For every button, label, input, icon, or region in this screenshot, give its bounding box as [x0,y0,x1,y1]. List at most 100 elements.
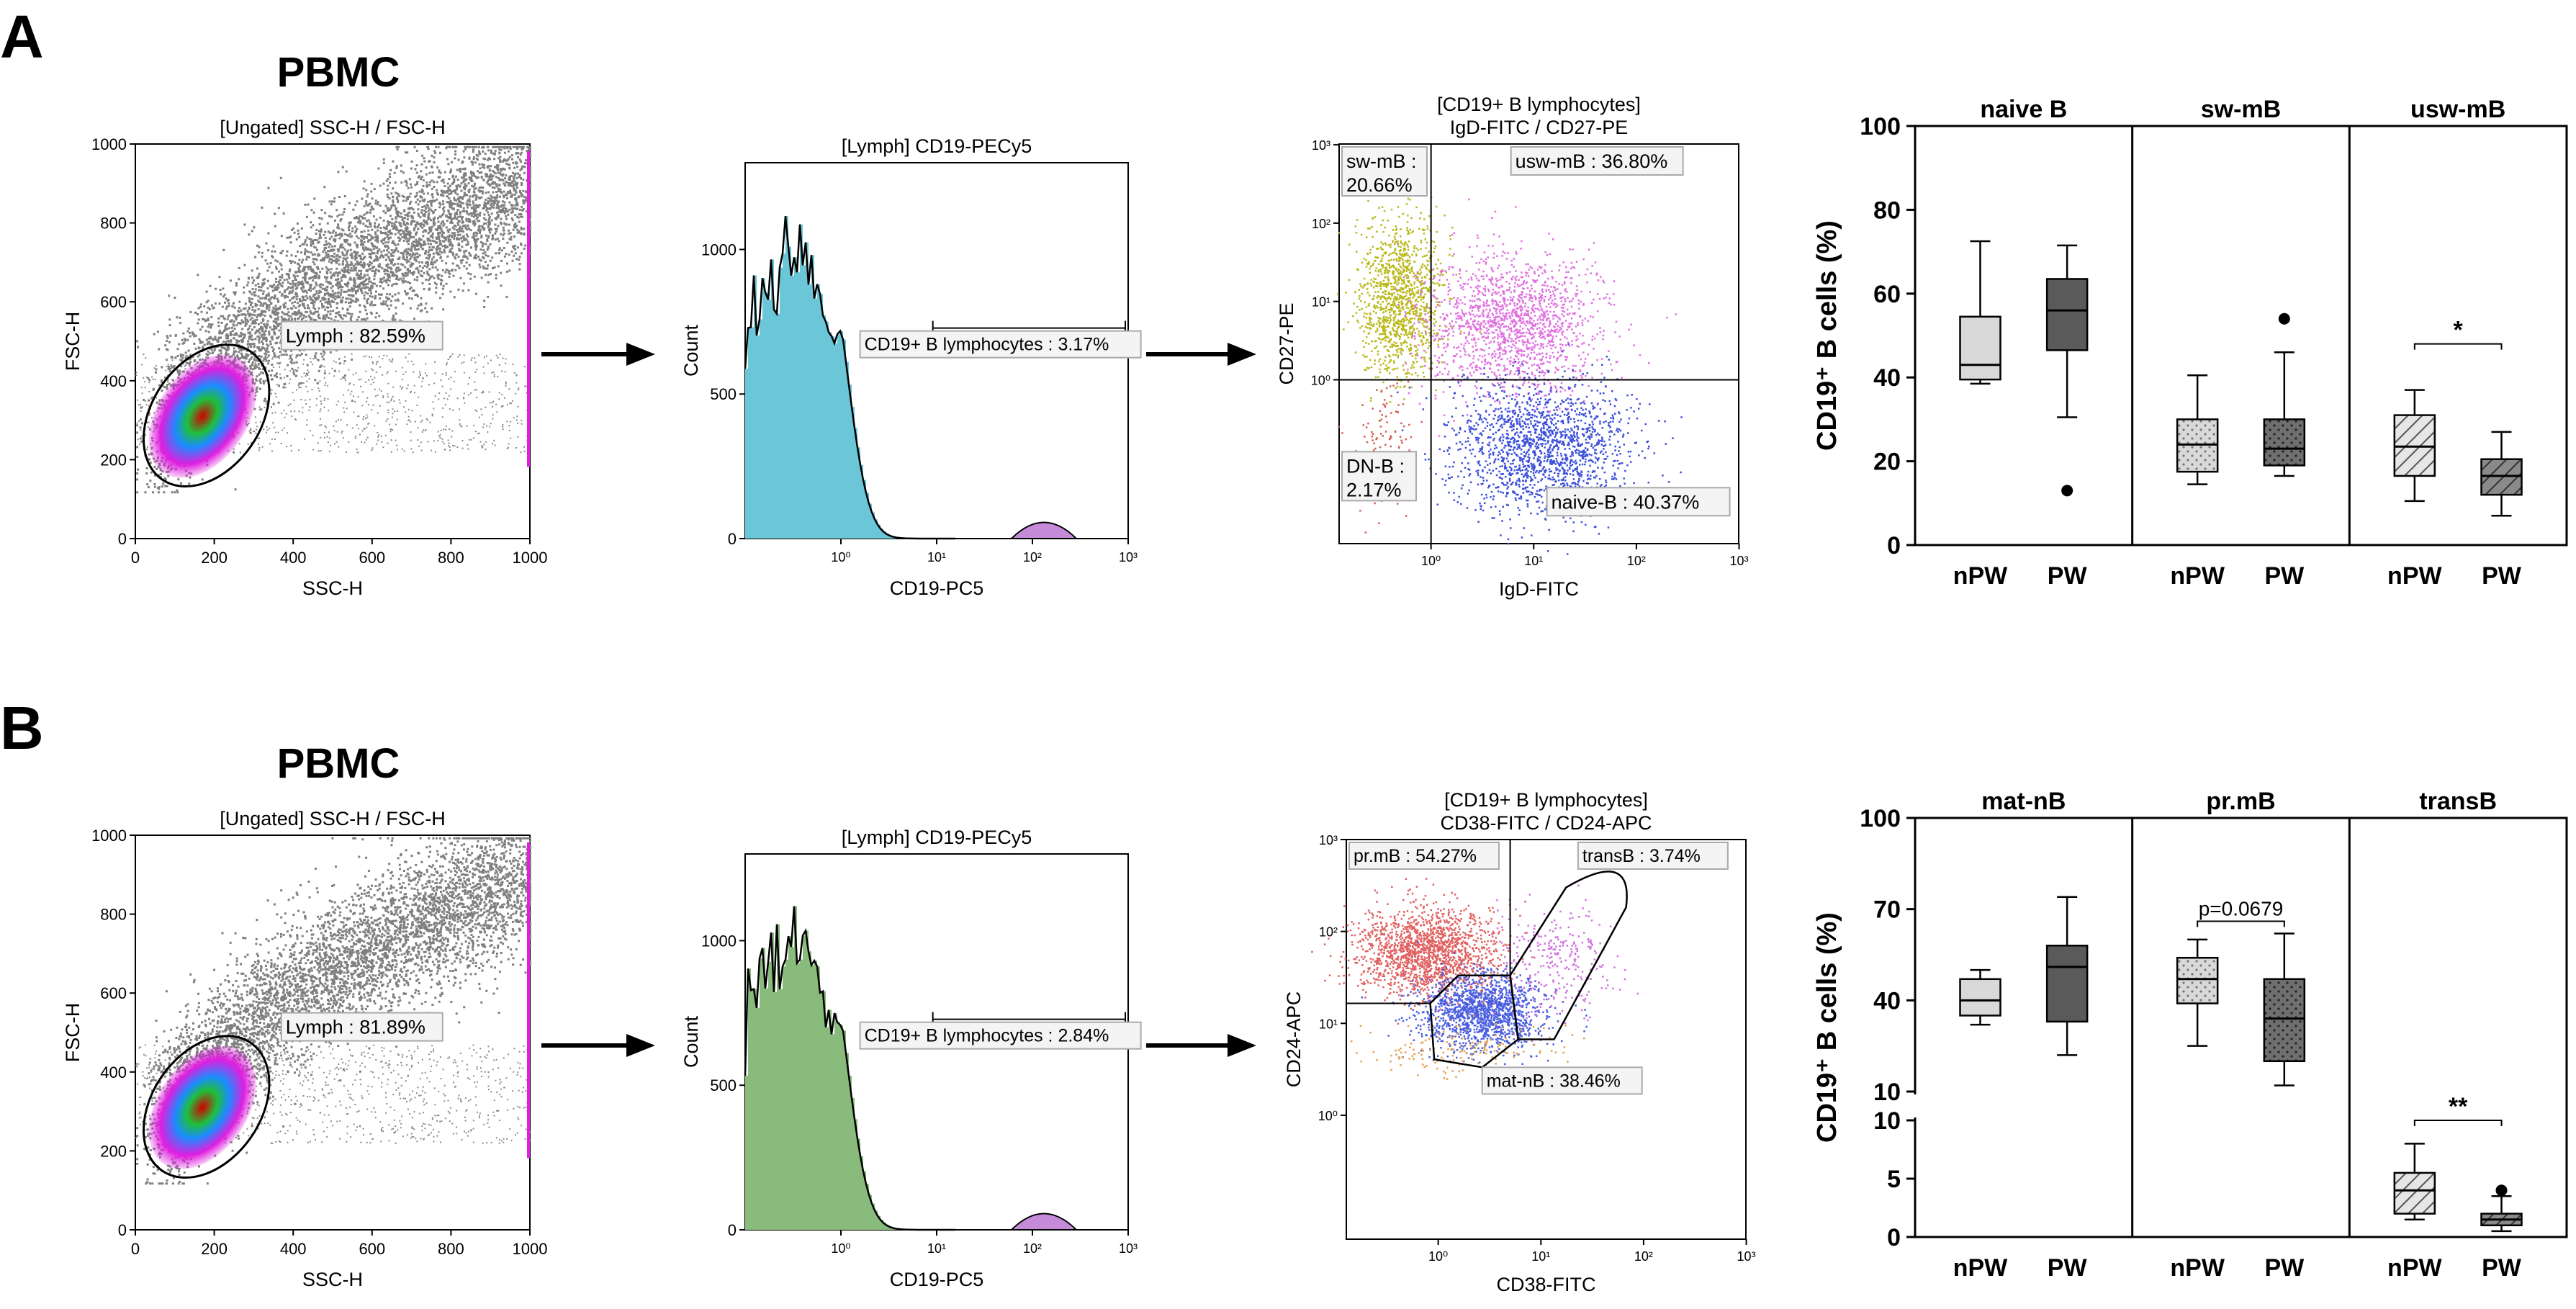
x-tick-label: 10² [1023,550,1042,564]
x-tick-label: 10⁰ [1421,554,1441,568]
box-npw [1959,240,2001,385]
cd38-cd24-gate-plot: [CD19+ B lymphocytes]CD38-FITC / CD24-AP… [1283,789,1756,1295]
facet-title: naive B [1980,96,2067,123]
histogram-title: [Lymph] CD19-PECy5 [842,827,1032,848]
group-label: nPW [2170,562,2225,590]
edge-events [527,151,530,467]
histogram-outline [744,215,955,540]
lymph-gate-label-frame [280,320,443,351]
y-tick-label: 800 [100,215,127,233]
x-tick-label: 10⁰ [1428,1249,1448,1264]
box-npw [2393,389,2436,503]
y-tick-label: 600 [100,293,127,311]
group-label: PW [2264,562,2305,590]
x-tick-label: 10³ [1737,1249,1756,1264]
iqr-box [2263,418,2306,467]
cd19-gate-label: CD19+ B lymphocytes : 2.84% [859,1021,1142,1050]
y-tick-label: 1000 [701,932,737,950]
gate-sw-mb: sw-mB :20.66% [1341,146,1428,197]
x-axis-label: IgD-FITC [1499,578,1579,600]
y-axis-label: Count [680,324,702,377]
box-npw [1959,968,2001,1026]
x-tick-label: 1000 [513,1240,548,1258]
gate-trans-b-frame [1577,842,1729,870]
y-tick-label: 200 [100,1142,127,1160]
iqr-box [2393,1171,2436,1215]
y-axis-label: FSC-H [62,312,84,372]
lymph-gate-label: Lymph : 81.89% [280,1012,443,1042]
scatter-sparse-events [135,1044,531,1144]
iqr-box [2045,278,2089,351]
boxplot-panel: mat-nB nPW PW pr.mB nPW PW p=0.0679 transB nPW PW… [1812,788,2568,1282]
y-axis-label: CD27-PE [1276,302,1297,384]
y-tick-label: 100 [1860,113,1901,140]
facet-title: sw-mB [2201,96,2281,123]
x-tick-label: 600 [359,549,385,567]
boxplot-y-label: CD19⁺ B cells (%) [1812,220,1842,451]
histogram-overlay [745,906,958,1230]
y-tick-label: 10 [1873,1079,1901,1106]
igd-cd27-quadrant-plot: [CD19+ B lymphocytes]IgD-FITC / CD27-PE s… [1276,94,1749,600]
x-tick-label: 800 [438,1240,464,1258]
quadrant-title: [CD19+ B lymphocytes] [1444,789,1648,811]
y-tick-label: 40 [1873,987,1901,1015]
x-tick-label: 200 [201,549,228,567]
x-tick-label: 10¹ [927,550,946,564]
outlier-point [2278,312,2290,325]
gate-dn-b-frame [1341,451,1417,502]
x-axis-label: SSC-H [302,577,363,599]
group-label: PW [2048,1254,2088,1282]
outlier-point [2061,485,2073,497]
x-tick-label: 10³ [1119,550,1138,564]
boxplot-y-label: CD19⁺ B cells (%) [1812,912,1842,1143]
histogram-fill [745,216,958,539]
x-tick-label: 10² [1627,554,1646,568]
box-npw [2176,374,2219,485]
x-axis-label: CD19-PC5 [890,1269,984,1290]
y-axis-label: CD24-APC [1283,991,1305,1088]
panel-title: PBMC [277,740,400,787]
x-tick-label: 10³ [1730,554,1749,568]
gate-dn-b: DN-B :2.17% [1341,451,1417,502]
y-tick-label: 10² [1319,925,1338,940]
y-tick-label: 10³ [1319,833,1338,847]
group-label: PW [2048,562,2088,590]
facet-title: transB [2419,788,2497,815]
facet-title: usw-mB [2410,96,2505,123]
gate-dn-b-text-2: 2.17% [1346,479,1402,500]
y-tick-label: 400 [100,372,127,390]
y-tick-label: 10¹ [1319,1017,1338,1031]
gate-usw-mb-frame [1510,146,1684,176]
ssc-fsc-scatter: [Ungated] SSC-H / FSC-H Lymph : 81.89% 0 20… [62,808,547,1290]
x-tick-label: 10² [1634,1249,1653,1264]
gate-mat-nb-text: mat-nB : 38.46% [1487,1071,1621,1091]
y-tick-label: 400 [100,1063,127,1081]
panel-letter: A [0,3,44,71]
group-label: PW [2482,1254,2522,1282]
gate-dn-b-text: DN-B : [1346,455,1405,477]
significance-label: p=0.0679 [2199,898,2284,920]
facet-naive-b: naive B nPW PW [1953,96,2089,590]
iqr-box [2176,956,2219,1004]
histogram-fill [745,906,958,1230]
y-tick-label: 10 [1873,1107,1901,1135]
y-tick-label: 0 [728,1221,737,1239]
facet-title: mat-nB [1981,788,2066,815]
group-label: nPW [1953,1254,2008,1282]
x-tick-label: 1000 [513,549,548,567]
cd19-gate-label-text: CD19+ B lymphocytes : 3.17% [865,335,1109,355]
axis-break-gap [1901,1094,1917,1117]
x-tick-label: 10⁰ [831,1241,850,1256]
x-axis-label: CD19-PC5 [890,577,984,599]
lymph-gate-label-text: Lymph : 82.59% [286,325,425,347]
gate-naive-b-frame [1546,487,1731,517]
facet-transb: transB nPW PW ** [2387,788,2523,1282]
cd19-gate-label: CD19+ B lymphocytes : 3.17% [859,330,1142,359]
lymph-gate [142,343,271,488]
significance-bracket [2413,343,2503,350]
y-tick-label: 600 [100,984,127,1002]
box-pw [2263,312,2306,477]
x-tick-label: 10¹ [927,1241,946,1256]
x-tick-label: 800 [438,549,464,567]
scatter-title: [Ungated] SSC-H / FSC-H [220,808,446,829]
